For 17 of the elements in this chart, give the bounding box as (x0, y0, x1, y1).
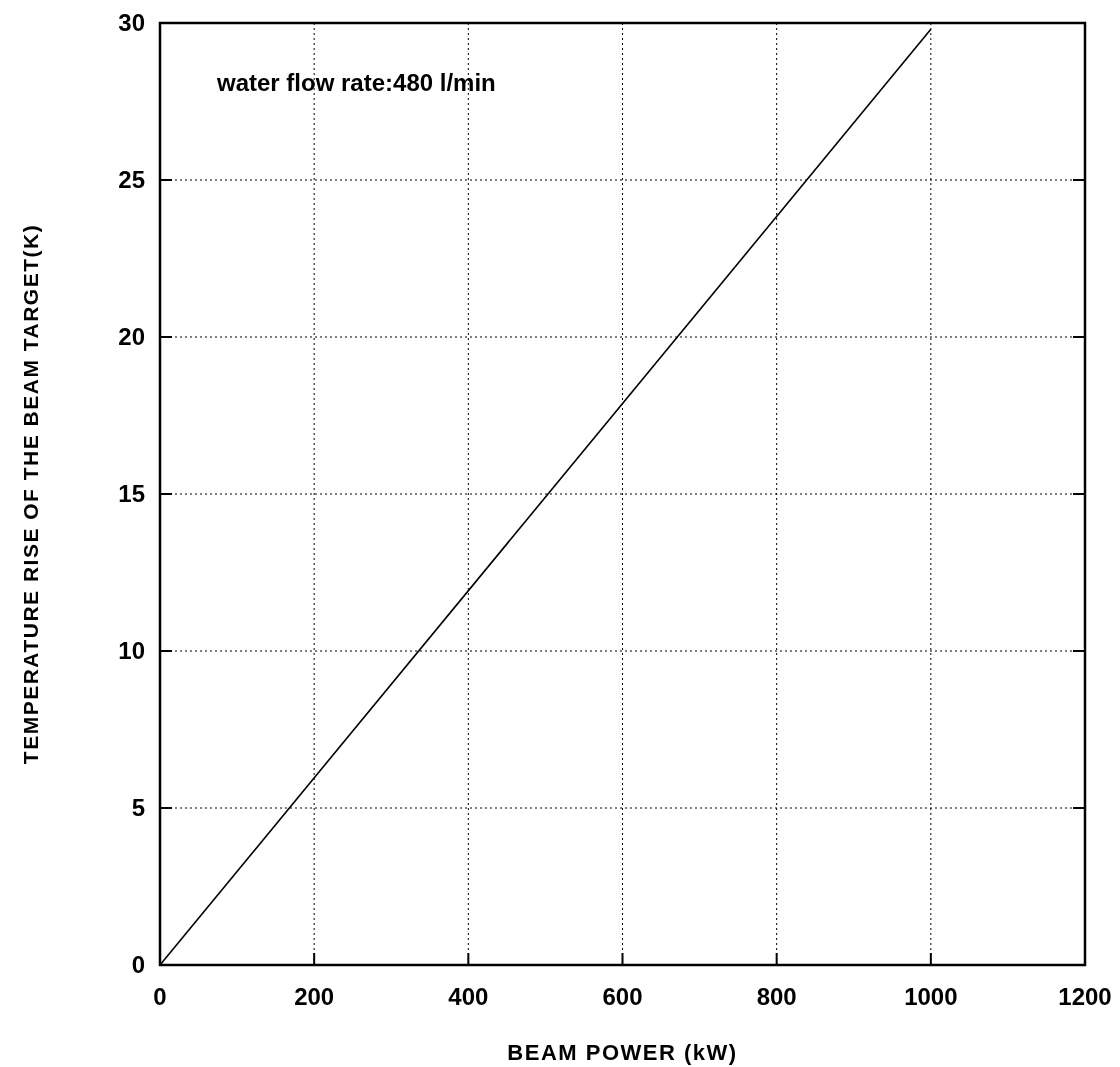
x-tick-label: 1200 (1058, 983, 1112, 1010)
y-tick-label: 25 (118, 166, 145, 194)
x-tick-label: 200 (294, 983, 335, 1010)
x-tick-label: 1000 (904, 983, 958, 1010)
x-axis-title: BEAM POWER (kW) (507, 1040, 738, 1065)
y-axis-title: TEMPERATURE RISE OF THE BEAM TARGET(K) (19, 223, 42, 765)
x-tick-label: 800 (756, 983, 797, 1010)
y-tick-label: 5 (131, 794, 145, 822)
y-tick-label: 30 (118, 9, 145, 37)
x-tick-label: 600 (602, 983, 643, 1010)
y-tick-label: 20 (118, 323, 145, 351)
x-tick-label: 400 (448, 983, 489, 1010)
y-tick-label: 10 (118, 637, 145, 665)
y-tick-label: 15 (118, 480, 145, 508)
annotation: water flow rate:480 l/min (216, 69, 496, 96)
x-tick-label: 0 (153, 983, 167, 1010)
y-tick-label: 0 (131, 951, 145, 979)
